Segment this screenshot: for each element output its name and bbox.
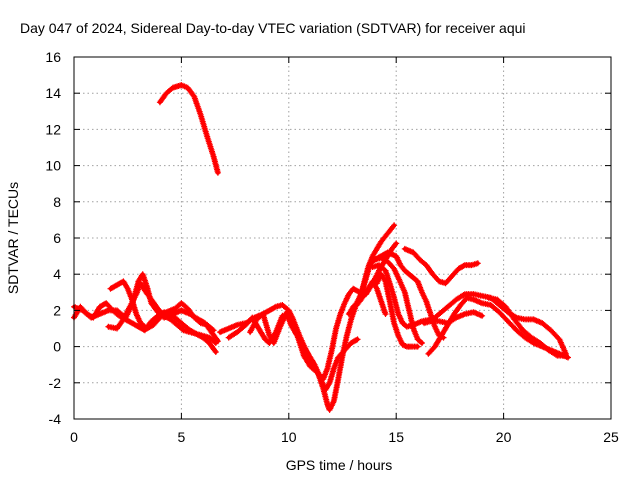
y-tick-label: -4 xyxy=(49,411,62,427)
y-tick-label: 0 xyxy=(53,339,61,355)
series-track-1 xyxy=(156,82,221,176)
y-tick-label: 4 xyxy=(53,266,61,282)
series-markers xyxy=(156,82,221,176)
series-markers xyxy=(401,245,481,287)
series-track-5 xyxy=(107,278,217,334)
y-tick-label: 8 xyxy=(53,194,61,210)
y-tick-label: 16 xyxy=(45,49,61,65)
y-tick-label: -2 xyxy=(49,375,62,391)
x-tick-label: 0 xyxy=(70,429,78,445)
series-track-8 xyxy=(247,240,400,383)
y-tick-label: 14 xyxy=(45,85,61,101)
chart-title: Day 047 of 2024, Sidereal Day-to-day VTE… xyxy=(20,20,526,36)
series-markers xyxy=(107,278,217,334)
series-markers xyxy=(247,240,400,383)
axis-ticks: 0 5 10 15 20 25 -4 -2 0 2 4 6 8 10 12 14 16 xyxy=(45,49,619,445)
grid xyxy=(74,57,611,419)
x-tick-label: 15 xyxy=(388,429,404,445)
x-tick-label: 10 xyxy=(281,429,297,445)
x-tick-label: 5 xyxy=(178,429,186,445)
series-markers xyxy=(371,249,447,341)
series-track-12 xyxy=(373,271,421,350)
x-tick-label: 25 xyxy=(603,429,619,445)
series-track-17 xyxy=(485,294,569,359)
data-series xyxy=(71,82,571,413)
x-axis-label: GPS time / hours xyxy=(286,457,393,473)
series-track-14 xyxy=(401,245,481,287)
y-tick-label: 12 xyxy=(45,121,61,137)
y-axis-label: SDTVAR / TECUs xyxy=(5,182,21,294)
series-markers xyxy=(485,294,569,359)
y-tick-label: 6 xyxy=(53,230,61,246)
x-tick-label: 20 xyxy=(496,429,512,445)
y-tick-label: 2 xyxy=(53,302,61,318)
y-tick-label: 10 xyxy=(45,158,61,174)
series-track-13 xyxy=(371,249,447,341)
series-markers xyxy=(373,271,421,350)
